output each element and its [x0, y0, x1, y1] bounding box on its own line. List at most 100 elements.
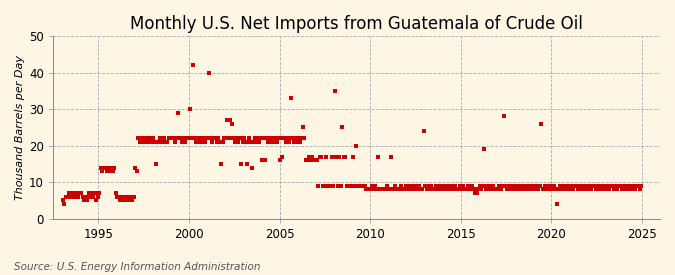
Point [483, 187, 494, 192]
Point [160, 140, 171, 144]
Point [193, 140, 204, 144]
Point [184, 107, 195, 111]
Point [355, 184, 366, 188]
Point [293, 136, 304, 141]
Point [340, 154, 350, 159]
Point [225, 118, 236, 122]
Point [549, 187, 560, 192]
Point [459, 187, 470, 192]
Point [163, 136, 174, 141]
Point [421, 187, 432, 192]
Point [329, 89, 340, 93]
Point [230, 140, 240, 144]
Point [431, 184, 441, 188]
Point [313, 184, 323, 188]
Point [286, 96, 296, 100]
Point [180, 140, 190, 144]
Point [124, 198, 135, 203]
Point [464, 187, 475, 192]
Point [426, 184, 437, 188]
Point [409, 187, 420, 192]
Point [317, 184, 328, 188]
Point [97, 169, 107, 174]
Point [246, 165, 257, 170]
Point [400, 184, 411, 188]
Point [319, 184, 329, 188]
Point [333, 154, 344, 159]
Point [453, 187, 464, 192]
Point [173, 136, 184, 141]
Point [62, 195, 73, 199]
Point [408, 187, 418, 192]
Point [146, 140, 157, 144]
Point [533, 187, 544, 192]
Point [411, 184, 422, 188]
Point [388, 187, 399, 192]
Point [575, 187, 586, 192]
Point [316, 154, 327, 159]
Point [269, 140, 279, 144]
Point [139, 140, 150, 144]
Point [471, 191, 482, 195]
Point [157, 140, 168, 144]
Point [188, 63, 198, 67]
Point [632, 184, 643, 188]
Point [371, 187, 382, 192]
Point [196, 140, 207, 144]
Point [628, 184, 639, 188]
Point [88, 195, 99, 199]
Point [189, 136, 200, 141]
Point [619, 187, 630, 192]
Point [113, 195, 124, 199]
Point [82, 198, 92, 203]
Point [504, 187, 515, 192]
Point [497, 184, 508, 188]
Point [365, 187, 376, 192]
Point [106, 169, 117, 174]
Point [563, 184, 574, 188]
Point [598, 187, 609, 192]
Point [418, 129, 429, 133]
Point [276, 154, 287, 159]
Point [144, 136, 155, 141]
Point [492, 187, 503, 192]
Point [415, 187, 426, 192]
Point [510, 187, 521, 192]
Point [326, 154, 337, 159]
Point [279, 136, 290, 141]
Point [539, 184, 550, 188]
Point [236, 162, 246, 166]
Point [267, 136, 278, 141]
Point [414, 184, 425, 188]
Point [80, 195, 91, 199]
Point [509, 184, 520, 188]
Point [516, 184, 527, 188]
Point [535, 184, 545, 188]
Point [219, 136, 230, 141]
Point [515, 187, 526, 192]
Point [512, 184, 522, 188]
Point [470, 191, 481, 195]
Point [121, 198, 132, 203]
Point [607, 184, 618, 188]
Point [83, 191, 94, 195]
Point [221, 136, 232, 141]
Point [585, 184, 595, 188]
Point [346, 184, 356, 188]
Point [599, 184, 610, 188]
Point [325, 184, 335, 188]
Point [556, 187, 566, 192]
Point [580, 187, 591, 192]
Point [393, 187, 404, 192]
Point [126, 195, 136, 199]
Point [136, 136, 146, 141]
Point [112, 195, 123, 199]
Point [468, 187, 479, 192]
Point [476, 187, 487, 192]
Point [239, 136, 250, 141]
Point [432, 187, 443, 192]
Point [273, 136, 284, 141]
Point [338, 154, 349, 159]
Point [542, 184, 553, 188]
Point [583, 187, 594, 192]
